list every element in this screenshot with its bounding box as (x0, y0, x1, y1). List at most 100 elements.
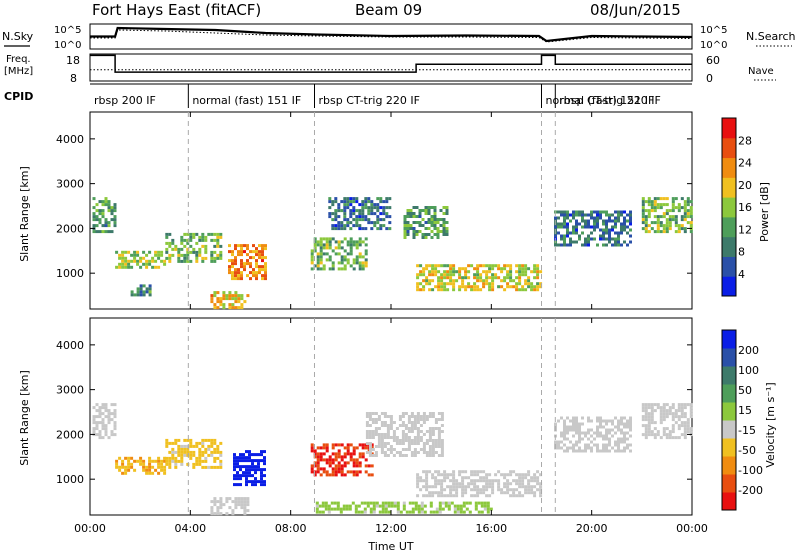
range-gate-cell (358, 255, 362, 259)
range-gate-cell (246, 503, 250, 507)
range-gate-cell (234, 247, 237, 251)
range-gate-cell (402, 504, 406, 508)
range-gate-cell (171, 247, 175, 251)
range-gate-cell (437, 482, 441, 486)
time-x-axis: 00:00 04:00 08:00 12:00 16:00 20:00 00:00 (74, 112, 708, 535)
range-gate-cell (422, 267, 426, 271)
range-gate-cell (440, 285, 444, 289)
range-gate-cell (617, 437, 620, 441)
range-gate-cell (452, 288, 456, 292)
range-gate-cell (219, 506, 223, 510)
range-gate-cell (659, 412, 663, 416)
range-gate-cell (110, 403, 114, 407)
range-gate-cell (375, 504, 379, 508)
range-gate-cell (509, 273, 513, 277)
range-gate-cell (349, 252, 353, 256)
range-gate-cell (458, 473, 462, 477)
range-gate-cell (647, 412, 651, 416)
range-gate-cell (408, 501, 412, 505)
range-gate-cell (130, 259, 134, 263)
range-gate-cell (602, 219, 605, 223)
range-gate-cell (168, 232, 172, 236)
range-gate-cell (358, 209, 362, 213)
colorbar-swatch (722, 456, 736, 475)
range-gate-cell (101, 436, 105, 440)
range-gate-cell (443, 264, 447, 268)
range-gate-cell (659, 409, 663, 413)
range-gate-cell (446, 282, 450, 286)
range-gate-cell (355, 458, 359, 462)
range-gate-cell (133, 459, 137, 463)
range-gate-cell (602, 434, 605, 438)
range-gate-cell (671, 403, 675, 407)
range-gate-cell (213, 244, 217, 248)
range-gate-cell (476, 491, 480, 495)
range-gate-cell (452, 485, 456, 489)
range-gate-cell (418, 215, 422, 218)
range-gate-cell (313, 249, 317, 253)
range-gate-cell (467, 264, 471, 268)
range-gate-cell (462, 510, 466, 514)
range-gate-cell (497, 488, 501, 492)
range-gate-cell (515, 482, 519, 486)
range-gate-cell (337, 467, 341, 471)
range-gate-cell (242, 474, 245, 478)
range-gate-cell (623, 222, 626, 226)
range-gate-cell (343, 209, 347, 213)
range-gate-cell (686, 424, 690, 428)
range-gate-cell (518, 479, 522, 483)
range-gate-cell (352, 449, 356, 453)
range-gate-cell (653, 215, 657, 219)
range-gate-cell (575, 222, 578, 226)
range-gate-cell (509, 494, 513, 498)
range-gate-cell (113, 412, 117, 416)
range-gate-cell (98, 221, 102, 225)
range-gate-cell (154, 265, 158, 269)
range-gate-cell (662, 197, 666, 201)
range-gate-cell (361, 227, 365, 231)
range-gate-cell (620, 243, 623, 247)
range-gate-cell (623, 437, 626, 441)
range-gate-cell (662, 418, 666, 422)
range-gate-cell (662, 227, 666, 231)
range-gate-cell (382, 224, 386, 228)
range-gate-cell (110, 412, 114, 416)
range-gate-cell (355, 246, 359, 250)
range-gate-cell (482, 479, 486, 483)
range-gate-cell (515, 276, 519, 280)
range-gate-cell (370, 221, 374, 225)
range-gate-cell (461, 488, 465, 492)
range-gate-cell (689, 209, 693, 213)
range-gate-cell (239, 453, 242, 457)
range-gate-cell (442, 206, 446, 209)
range-gate-cell (148, 465, 152, 469)
range-gate-cell (213, 503, 217, 507)
range-gate-cell (365, 421, 369, 424)
range-gate-cell (261, 265, 264, 269)
range-gate-cell (369, 501, 373, 505)
range-gate-cell (575, 419, 578, 423)
range-gate-cell (436, 221, 440, 224)
range-gate-cell (587, 431, 590, 435)
range-gate-cell (617, 240, 620, 244)
range-gate-cell (340, 267, 344, 271)
range-gate-cell (434, 273, 438, 277)
range-gate-cell (539, 282, 543, 286)
range-gate-cell (325, 258, 329, 262)
range-gate-cell (422, 451, 426, 454)
range-gate-cell (331, 249, 335, 253)
range-gate-cell (333, 507, 337, 511)
range-gate-cell (319, 473, 323, 477)
range-gate-cell (584, 240, 587, 244)
range-gate-cell (370, 206, 374, 210)
range-gate-cell (653, 409, 657, 413)
range-gate-cell (459, 507, 463, 511)
range-gate-cell (198, 459, 202, 463)
range-gate-cell (452, 476, 456, 480)
range-gate-cell (264, 265, 267, 269)
range-gate-cell (357, 510, 361, 514)
range-gate-cell (264, 274, 267, 278)
range-gate-cell (491, 267, 495, 271)
range-gate-cell (533, 276, 537, 280)
